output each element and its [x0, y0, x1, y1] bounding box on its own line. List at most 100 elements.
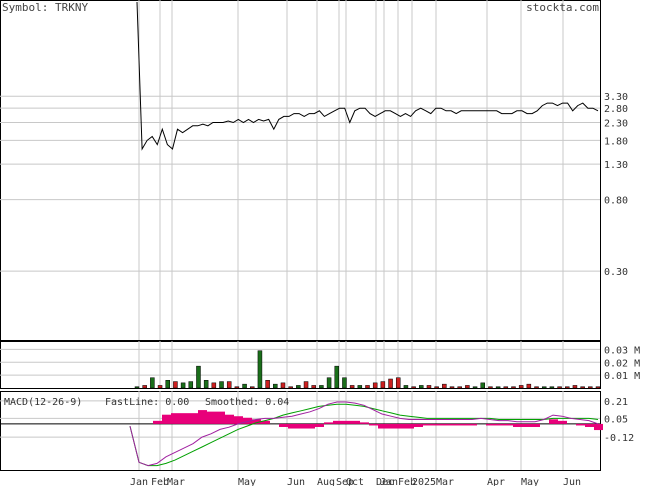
macd-histogram-bar	[558, 420, 567, 424]
macd-histogram-bar	[351, 420, 360, 424]
volume-bar	[388, 378, 393, 389]
symbol-label: Symbol: TRKNY	[2, 1, 88, 14]
x-tick-label: Feb	[398, 477, 416, 486]
macd-histogram-bar	[414, 423, 423, 427]
x-tick-label: Dec	[376, 477, 394, 486]
volume-bar	[503, 386, 509, 389]
macd-histogram-bar	[342, 420, 351, 424]
volume-bar	[280, 382, 286, 389]
macd-histogram-bar	[585, 423, 594, 427]
volume-bar	[265, 380, 270, 389]
volume-bar	[465, 385, 470, 389]
macd-smooth-label: Smoothed: 0.04	[205, 397, 289, 408]
volume-tick-label: 0.02 M	[604, 358, 640, 369]
volume-bar	[296, 385, 301, 389]
volume-bar	[541, 386, 547, 389]
volume-bar	[357, 385, 363, 389]
macd-histogram-bar	[207, 411, 216, 424]
volume-bar	[372, 382, 378, 389]
macd-histogram-bar	[450, 423, 459, 426]
x-tick-label: Apr	[487, 477, 505, 486]
volume-bar	[495, 386, 501, 389]
volume-bar	[150, 377, 155, 389]
price-tick-label: 1.30	[604, 160, 628, 171]
site-label[interactable]: stockta.com	[526, 1, 599, 14]
price-tick-label: 1.80	[604, 136, 628, 147]
macd-title: MACD(12-26-9)	[4, 397, 82, 408]
volume-bar	[557, 386, 562, 389]
volume-bar	[311, 385, 316, 389]
volume-bar	[180, 382, 186, 389]
macd-histogram-bar	[468, 423, 477, 426]
macd-histogram-bar	[333, 420, 342, 424]
volume-bar	[349, 385, 355, 389]
macd-histogram-bar	[306, 423, 315, 429]
volume-bar	[226, 381, 232, 389]
macd-histogram-bar	[288, 423, 297, 429]
volume-bar	[442, 383, 447, 389]
volume-bar	[319, 385, 324, 389]
volume-bar	[234, 386, 240, 389]
macd-fast-label: FastLine: 0.00	[105, 397, 189, 408]
x-tick-label: Jun	[563, 477, 581, 486]
volume-bar	[434, 386, 439, 389]
price-panel	[136, 1, 599, 151]
macd-histogram-bar	[504, 423, 513, 426]
volume-bar	[419, 385, 424, 389]
macd-histogram-bar	[522, 423, 531, 427]
x-tick-label: Jun	[287, 477, 305, 486]
macd-histogram-bar	[180, 413, 189, 424]
volume-bar	[518, 385, 524, 389]
x-tick-label: Mar	[436, 477, 454, 486]
macd-histogram-bar	[216, 411, 225, 424]
macd-histogram-bar	[405, 423, 414, 429]
volume-tick-label: 0.03 M	[604, 345, 640, 356]
macd-histogram-bar	[261, 420, 270, 424]
x-tick-label: Jan	[130, 477, 148, 486]
price-tick-label: 0.80	[604, 196, 628, 207]
macd-histogram-bar	[234, 416, 243, 424]
macd-histogram-bar	[243, 417, 252, 424]
volume-panel	[134, 350, 601, 389]
volume-bar	[549, 386, 555, 389]
macd-histogram-bar	[576, 423, 585, 426]
volume-bar	[203, 380, 209, 389]
price-tick-label: 2.80	[604, 104, 628, 115]
macd-histogram-bar	[369, 423, 378, 426]
volume-bar	[165, 380, 170, 389]
macd-histogram-bar	[549, 419, 558, 424]
macd-histogram-bar	[441, 423, 450, 426]
macd-tick-label: -0.12	[604, 433, 634, 444]
macd-histogram-bar	[360, 422, 369, 424]
macd-histogram-bar	[225, 414, 234, 424]
macd-histogram-bar	[324, 422, 333, 424]
macd-smooth-line	[129, 403, 599, 467]
volume-bar	[250, 386, 255, 389]
macd-histogram-bar	[297, 423, 306, 429]
volume-bar	[211, 382, 217, 389]
volume-bar	[219, 381, 224, 389]
volume-bar	[403, 385, 409, 389]
volume-bar	[565, 386, 570, 389]
volume-bar	[580, 386, 585, 389]
grid-lines	[0, 0, 600, 470]
volume-bar	[472, 386, 478, 389]
price-tick-label: 2.30	[604, 119, 628, 130]
macd-histogram-bar	[378, 423, 387, 429]
x-tick-label: Oct	[346, 477, 364, 486]
macd-fast-line	[129, 401, 599, 467]
macd-histogram-bar	[198, 410, 207, 424]
volume-bar	[488, 386, 493, 389]
volume-bar	[511, 386, 516, 389]
volume-bar	[380, 381, 386, 389]
x-tick-label: Jan	[380, 477, 398, 486]
x-tick-label: Aug	[317, 477, 335, 486]
macd-histogram-bar	[387, 423, 396, 429]
price-line	[136, 1, 599, 151]
volume-bar	[273, 383, 278, 389]
macd-frame	[0, 391, 601, 471]
macd-histogram-bar	[432, 423, 441, 426]
macd-histogram-bar	[459, 423, 468, 426]
